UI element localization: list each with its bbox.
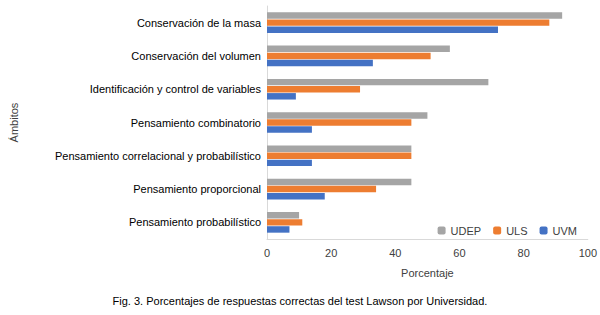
svg-text:Pensamiento combinatorio: Pensamiento combinatorio <box>131 117 261 129</box>
svg-text:UDEP: UDEP <box>451 225 482 237</box>
svg-text:40: 40 <box>389 247 401 259</box>
svg-text:20: 20 <box>325 247 337 259</box>
svg-text:ULS: ULS <box>506 225 527 237</box>
svg-text:0: 0 <box>264 247 270 259</box>
svg-text:Porcentaje: Porcentaje <box>401 267 454 279</box>
svg-text:80: 80 <box>518 247 530 259</box>
svg-text:UVM: UVM <box>553 225 577 237</box>
svg-text:Fig. 3. Porcentajes de respues: Fig. 3. Porcentajes de respuestas correc… <box>113 295 488 307</box>
svg-text:Identificación y control de va: Identificación y control de variables <box>90 83 262 95</box>
svg-text:Pensamiento probabilístico: Pensamiento probabilístico <box>129 216 261 228</box>
svg-text:60: 60 <box>453 247 465 259</box>
svg-text:Conservación del volumen: Conservación del volumen <box>131 50 261 62</box>
svg-text:Conservación de la masa: Conservación de la masa <box>137 17 262 29</box>
svg-text:Ámbitos: Ámbitos <box>8 102 20 142</box>
svg-text:100: 100 <box>579 247 597 259</box>
svg-text:Pensamiento proporcional: Pensamiento proporcional <box>133 183 261 195</box>
svg-text:Pensamiento correlacional y pr: Pensamiento correlacional y probabilísti… <box>55 150 261 162</box>
